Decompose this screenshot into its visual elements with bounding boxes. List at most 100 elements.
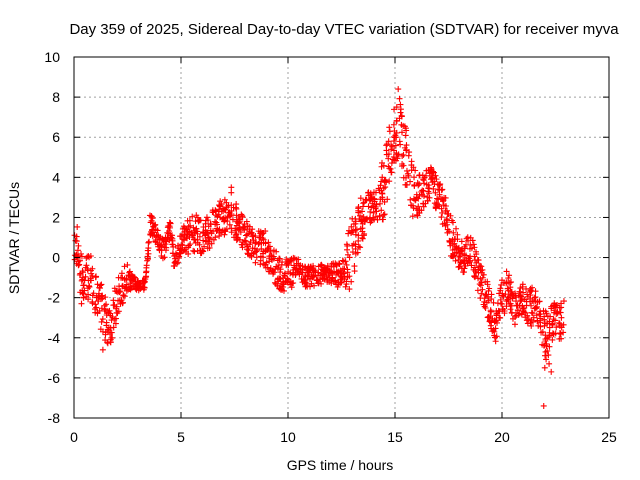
data-point (429, 169, 436, 176)
data-point (513, 302, 520, 309)
data-point (229, 216, 236, 223)
data-point (528, 302, 535, 309)
data-point (197, 217, 204, 224)
data-point (518, 311, 525, 318)
data-point (119, 299, 126, 306)
data-point (287, 270, 294, 277)
data-point (408, 158, 415, 165)
data-point (232, 204, 239, 211)
data-point (178, 247, 185, 254)
data-point (155, 232, 162, 239)
data-point (84, 285, 91, 292)
data-point (345, 230, 352, 237)
data-point (203, 238, 210, 245)
data-point (76, 257, 83, 264)
data-point (544, 335, 551, 342)
data-point (228, 211, 235, 218)
data-point (353, 226, 360, 233)
data-point (85, 296, 92, 303)
data-point (442, 194, 449, 201)
data-point (296, 271, 303, 278)
y-tick-label: -4 (48, 330, 61, 346)
data-point (560, 321, 567, 328)
data-point (81, 287, 88, 294)
data-point (493, 333, 500, 340)
data-point (186, 234, 193, 241)
data-point (99, 316, 106, 323)
data-point (527, 292, 534, 299)
data-point (511, 321, 518, 328)
data-point (558, 304, 565, 311)
data-point (560, 298, 567, 305)
data-point (211, 218, 218, 225)
data-point (340, 258, 347, 265)
data-point (78, 253, 85, 260)
data-point (343, 281, 350, 288)
data-point (491, 328, 498, 335)
data-point (507, 284, 514, 291)
data-point (379, 190, 386, 197)
data-point (450, 253, 457, 260)
data-point (257, 253, 264, 260)
data-point (392, 142, 399, 149)
data-point (245, 247, 252, 254)
data-point (399, 160, 406, 167)
data-point (148, 227, 155, 234)
data-point (481, 298, 488, 305)
data-point (302, 278, 309, 285)
data-point (513, 294, 520, 301)
data-point (221, 196, 228, 203)
data-point (173, 260, 180, 267)
data-point (456, 250, 463, 257)
data-point (478, 290, 485, 297)
data-point (313, 276, 320, 283)
data-point (502, 291, 509, 298)
data-point (108, 329, 115, 336)
data-point (557, 309, 564, 316)
data-point (461, 245, 468, 252)
data-point (439, 186, 446, 193)
data-point (431, 181, 438, 188)
data-point (386, 124, 393, 131)
data-point (402, 174, 409, 181)
data-point (315, 269, 322, 276)
data-point (386, 165, 393, 172)
data-point (357, 244, 364, 251)
data-point (270, 255, 277, 262)
data-point (280, 279, 287, 286)
y-tick-label: -6 (48, 370, 61, 386)
data-point (544, 347, 551, 354)
data-point (467, 234, 474, 241)
data-point (372, 213, 379, 220)
data-point (210, 236, 217, 243)
data-point (543, 356, 550, 363)
data-point (170, 263, 177, 270)
data-point (175, 254, 182, 261)
data-point (154, 227, 161, 234)
data-point (228, 225, 235, 232)
data-point (378, 178, 385, 185)
data-point (351, 263, 358, 270)
data-point (447, 238, 454, 245)
data-point (395, 86, 402, 93)
data-point (184, 230, 191, 237)
data-point (80, 282, 87, 289)
data-point (506, 292, 513, 299)
data-point (166, 219, 173, 226)
data-point (450, 229, 457, 236)
data-point (154, 240, 161, 247)
data-point (333, 269, 340, 276)
data-point (436, 181, 443, 188)
data-point (355, 204, 362, 211)
data-point (385, 155, 392, 162)
data-point (416, 209, 423, 216)
data-point (279, 259, 286, 266)
data-point (505, 296, 512, 303)
data-point (338, 279, 345, 286)
data-point (415, 182, 422, 189)
data-point (475, 275, 482, 282)
data-point (202, 232, 209, 239)
data-point (499, 301, 506, 308)
data-point (543, 310, 550, 317)
